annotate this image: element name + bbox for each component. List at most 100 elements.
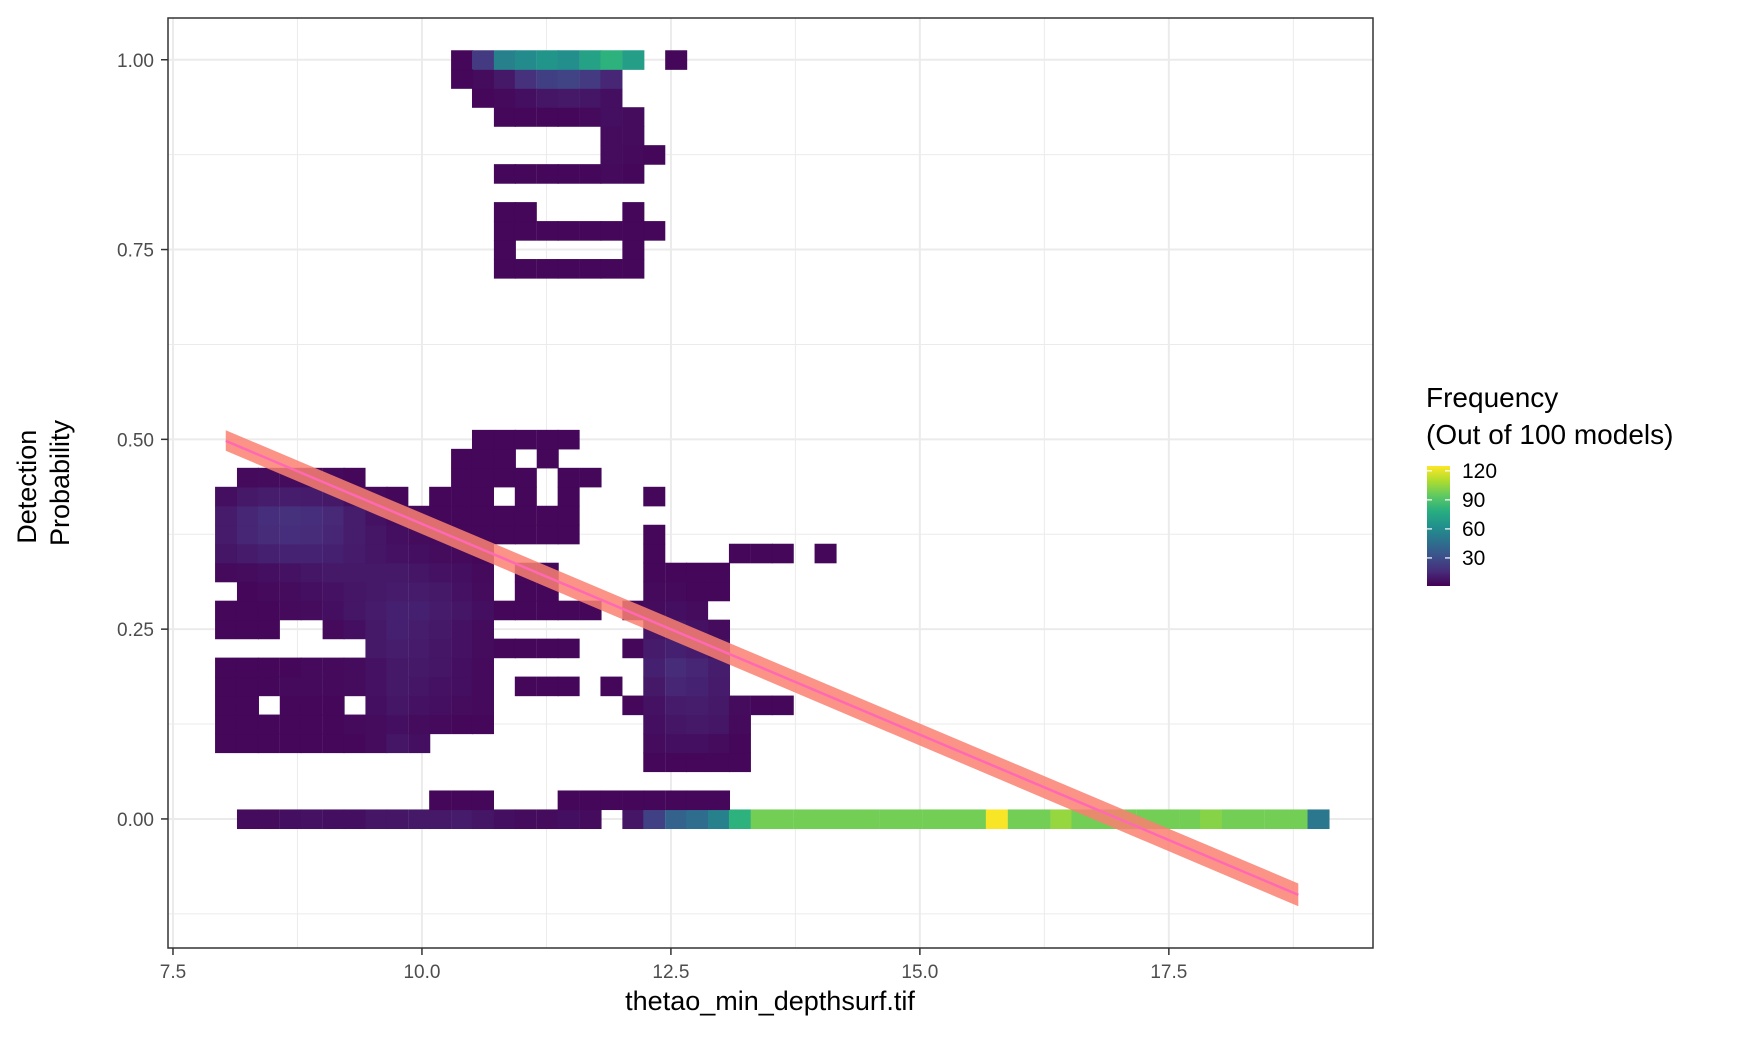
heatmap-bin: [622, 240, 645, 260]
heatmap-bin: [279, 562, 302, 583]
heatmap-bin: [408, 581, 431, 602]
y-tick-label: 0.25: [117, 620, 154, 641]
heatmap-bin: [514, 581, 537, 602]
heatmap-bin: [750, 695, 773, 716]
y-axis-title-line-1: Detection: [12, 430, 42, 544]
heatmap-bin: [300, 600, 323, 621]
heatmap-bin: [643, 657, 666, 678]
heatmap-bin: [451, 581, 474, 602]
heatmap-bin: [686, 676, 709, 697]
heatmap-bin: [493, 467, 516, 488]
heatmap-bin: [365, 562, 388, 583]
heatmap-bin: [708, 790, 731, 811]
heatmap-bin: [279, 714, 302, 735]
heatmap-bin: [365, 714, 388, 735]
heatmap-bin: [408, 695, 431, 716]
heatmap-bin: [514, 259, 537, 279]
heatmap-bin: [386, 619, 409, 640]
heatmap-bin: [236, 486, 259, 507]
heatmap-bin: [215, 524, 238, 545]
heatmap-bin: [579, 107, 602, 127]
heatmap-bin: [643, 562, 666, 583]
heatmap-bin: [257, 619, 280, 640]
heatmap-bin: [557, 164, 580, 184]
heatmap-bin: [643, 581, 666, 602]
trend-fit: [225, 430, 1299, 907]
heatmap-bin: [386, 562, 409, 583]
heatmap-bin: [536, 600, 559, 621]
heatmap-bin: [708, 733, 731, 754]
heatmap-bin: [857, 809, 880, 830]
heatmap-bin: [643, 733, 666, 754]
heatmap-bin: [215, 562, 238, 583]
heatmap-bin: [771, 809, 794, 830]
heatmap-bin: [300, 676, 323, 697]
y-axis: 0.00 0.25 0.50 0.75 1.00: [117, 51, 168, 831]
heatmap-bin: [386, 638, 409, 659]
heatmap-bin: [429, 600, 452, 621]
heatmap-bin: [300, 524, 323, 545]
heatmap-bin: [322, 714, 345, 735]
heatmap-bin: [300, 543, 323, 564]
legend-break-label: 120: [1462, 460, 1497, 483]
heatmap-bin: [600, 126, 623, 146]
heatmap-bin: [514, 107, 537, 127]
heatmap-bin: [514, 50, 537, 70]
heatmap-bin: [557, 50, 580, 70]
heatmap-bin: [665, 809, 688, 830]
heatmap-bin: [686, 752, 709, 773]
heatmap-bin: [814, 543, 837, 564]
heatmap-bin: [257, 505, 280, 526]
heatmap-bin: [708, 714, 731, 735]
heatmap-bin: [557, 467, 580, 488]
heatmap-bin: [557, 676, 580, 697]
heatmap-bin: [451, 486, 474, 507]
heatmap-bin: [514, 676, 537, 697]
legend-title-line-1: Frequency: [1426, 382, 1558, 413]
heatmap-bin: [408, 638, 431, 659]
legend-title-line-2: (Out of 100 models): [1426, 419, 1673, 450]
heatmap-bin: [514, 221, 537, 241]
heatmap-bin: [429, 809, 452, 830]
y-tick-label: 1.00: [117, 51, 154, 72]
heatmap-bin: [536, 448, 559, 469]
heatmap-bin: [215, 619, 238, 640]
heatmap-bin: [365, 619, 388, 640]
heatmap-bin: [536, 676, 559, 697]
heatmap-bin: [236, 733, 259, 754]
heatmap-bin: [985, 809, 1008, 830]
heatmap-bin: [514, 809, 537, 830]
heatmap-bin: [728, 733, 751, 754]
heatmap-bin: [279, 809, 302, 830]
heatmap-bin: [343, 676, 366, 697]
heatmap-bin: [557, 259, 580, 279]
heatmap-bin: [429, 581, 452, 602]
heatmap-bin: [322, 562, 345, 583]
heatmap-bin: [257, 543, 280, 564]
heatmap-bin: [579, 221, 602, 241]
plot-panel-border: [167, 17, 1374, 949]
heatmap-bin: [836, 809, 859, 830]
heatmap-bin: [493, 259, 516, 279]
heatmap-bin: [557, 809, 580, 830]
heatmap-bin: [451, 619, 474, 640]
heatmap-bin: [686, 562, 709, 583]
heatmap-bin: [429, 486, 452, 507]
x-tick-label: 7.5: [160, 962, 186, 983]
heatmap-bin: [471, 88, 494, 108]
heatmap-bin: [686, 581, 709, 602]
heatmap-bin: [408, 733, 431, 754]
heatmap-bin: [471, 695, 494, 716]
heatmap-bin: [493, 638, 516, 659]
heatmap-bin: [622, 164, 645, 184]
heatmap-bin: [322, 524, 345, 545]
heatmap-bin: [771, 695, 794, 716]
heatmap-bin: [514, 202, 537, 222]
heatmap-bin: [300, 714, 323, 735]
heatmap-bin: [665, 790, 688, 811]
heatmap-bin: [600, 107, 623, 127]
heatmap-bin: [943, 809, 966, 830]
heatmap-bin: [236, 524, 259, 545]
heatmap-bin: [471, 467, 494, 488]
heatmap-bin: [279, 543, 302, 564]
